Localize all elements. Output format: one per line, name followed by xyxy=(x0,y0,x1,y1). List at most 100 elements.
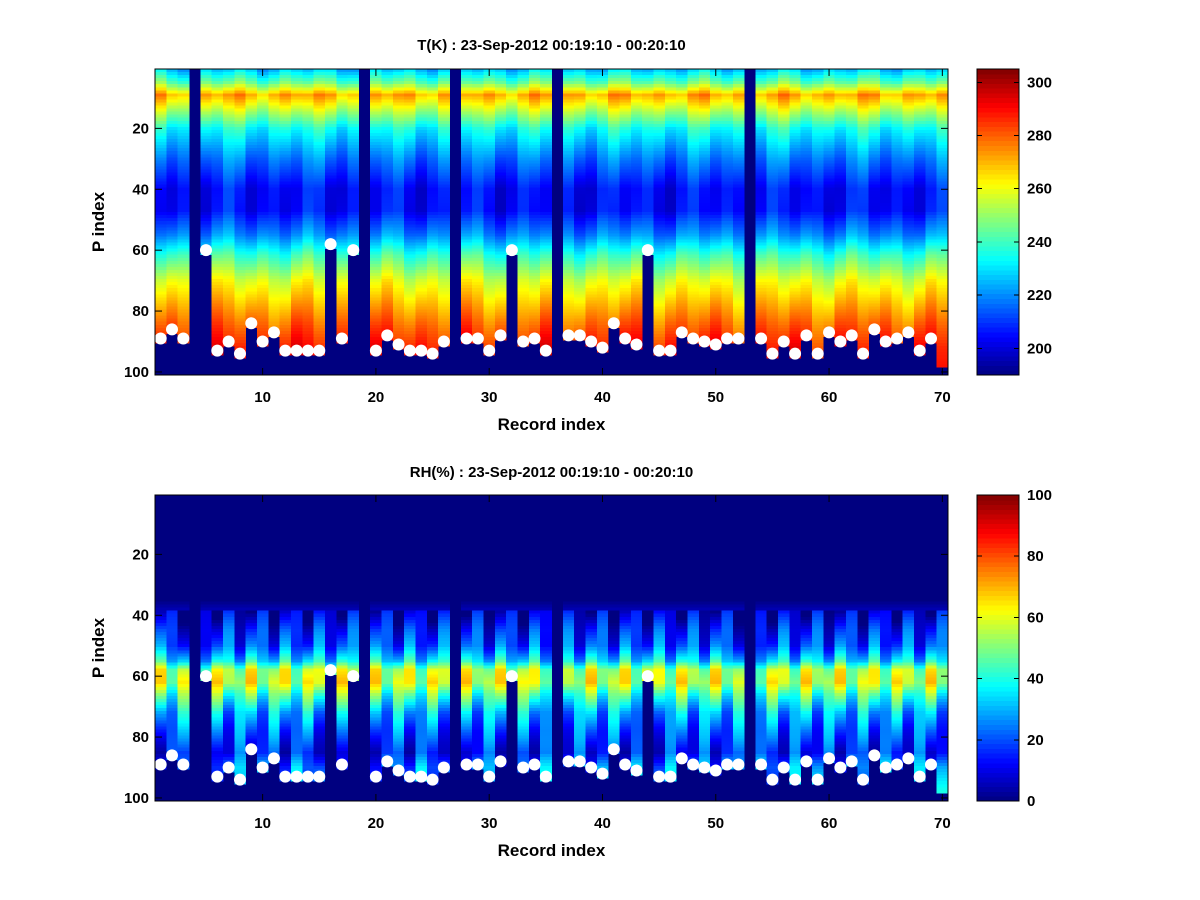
heatmap-cell xyxy=(155,169,167,173)
heatmap-cell xyxy=(392,233,405,237)
heatmap-cell xyxy=(642,172,654,176)
heatmap-cell xyxy=(155,75,167,79)
heatmap-cell xyxy=(313,321,326,326)
heatmap-cell xyxy=(619,202,632,207)
heatmap-cell xyxy=(392,276,405,280)
heatmap-cell xyxy=(234,157,246,161)
heatmap-cell xyxy=(245,154,258,158)
heatmap-cell xyxy=(177,242,190,246)
heatmap-cell xyxy=(426,114,439,119)
heatmap-cell xyxy=(415,239,428,243)
heatmap-cell xyxy=(302,69,314,73)
heatmap-cell xyxy=(234,300,246,304)
heatmap-cell xyxy=(540,72,552,76)
heatmap-cell xyxy=(222,279,235,283)
heatmap-cell xyxy=(324,120,337,125)
heatmap-cell xyxy=(687,81,700,85)
heatmap-cell xyxy=(483,190,496,195)
heatmap-cell xyxy=(404,254,416,259)
heatmap-cell xyxy=(415,166,428,170)
heatmap-cell xyxy=(789,81,802,85)
heatmap-cell xyxy=(778,160,790,164)
heatmap-cell xyxy=(823,166,836,170)
heatmap-cell xyxy=(426,105,439,109)
heatmap-cell xyxy=(710,330,722,335)
heatmap-cell xyxy=(528,139,541,143)
heatmap-cell xyxy=(585,242,598,246)
heatmap-cell xyxy=(494,123,507,128)
heatmap-cell xyxy=(370,78,382,82)
heatmap-cell xyxy=(562,120,575,125)
heatmap-cell xyxy=(528,120,541,125)
heatmap-cell xyxy=(290,333,303,338)
heatmap-cell xyxy=(472,102,484,106)
heatmap-cell xyxy=(211,309,224,313)
heatmap-cell xyxy=(755,294,768,298)
heatmap-cell xyxy=(347,215,360,219)
heatmap-cell xyxy=(664,300,677,304)
heatmap-cell xyxy=(778,108,790,112)
heatmap-cell xyxy=(381,297,394,301)
heatmap-cell xyxy=(642,187,654,192)
heatmap-cell xyxy=(166,99,178,103)
heatmap-cell xyxy=(630,248,643,252)
heatmap-cell xyxy=(472,111,484,115)
heatmap-cell xyxy=(653,69,666,73)
heatmap-cell xyxy=(268,117,280,122)
heatmap-cell xyxy=(789,254,802,259)
heatmap-cell xyxy=(177,254,190,259)
heatmap-cell xyxy=(483,142,496,146)
heatmap-cell xyxy=(664,154,677,158)
heatmap-cell xyxy=(823,172,836,176)
heatmap-cell xyxy=(766,120,779,125)
heatmap-cell xyxy=(392,145,405,149)
heatmap-cell xyxy=(630,215,643,219)
heatmap-cell xyxy=(245,221,258,225)
heatmap-cell xyxy=(823,282,836,286)
heatmap-cell xyxy=(676,282,688,286)
heatmap-cell xyxy=(222,288,235,292)
heatmap-cell xyxy=(177,279,190,283)
heatmap-cell xyxy=(279,78,292,82)
heatmap-cell xyxy=(823,123,836,128)
heatmap-cell xyxy=(517,169,530,173)
heatmap-cell xyxy=(234,230,246,234)
heatmap-cell xyxy=(585,236,598,240)
heatmap-cell xyxy=(313,248,326,252)
heatmap-cell xyxy=(370,129,382,134)
heatmap-cell xyxy=(347,102,360,106)
heatmap-cell xyxy=(540,84,552,88)
heatmap-cell xyxy=(755,288,768,292)
heatmap-cell xyxy=(834,291,847,295)
heatmap-cell xyxy=(585,129,598,134)
heatmap-cell xyxy=(472,90,484,94)
heatmap-cell xyxy=(710,300,722,304)
heatmap-cell xyxy=(642,139,654,143)
heatmap-cell xyxy=(812,300,824,304)
heatmap-cell xyxy=(279,81,292,85)
heatmap-cell xyxy=(483,178,496,182)
heatmap-cell xyxy=(698,126,711,131)
heatmap-cell xyxy=(472,81,484,85)
heatmap-cell xyxy=(313,96,326,100)
heatmap-cell xyxy=(823,151,836,155)
heatmap-cell xyxy=(256,221,269,225)
heatmap-cell xyxy=(234,236,246,240)
heatmap-cell xyxy=(177,291,190,295)
heatmap-cell xyxy=(755,251,768,256)
heatmap-cell xyxy=(562,242,575,246)
heatmap-cell xyxy=(789,260,802,265)
heatmap-cell xyxy=(812,276,824,280)
heatmap-cell xyxy=(483,224,496,228)
heatmap-cell xyxy=(562,190,575,195)
heatmap-cell xyxy=(279,145,292,149)
heatmap-cell xyxy=(755,324,768,329)
heatmap-cell xyxy=(630,242,643,246)
heatmap-cell xyxy=(290,102,303,106)
heatmap-cell xyxy=(438,142,450,146)
heatmap-cell xyxy=(540,117,552,122)
heatmap-cell xyxy=(800,151,813,155)
heatmap-cell xyxy=(460,117,473,122)
heatmap-cell xyxy=(710,75,722,79)
heatmap-cell xyxy=(642,151,654,155)
